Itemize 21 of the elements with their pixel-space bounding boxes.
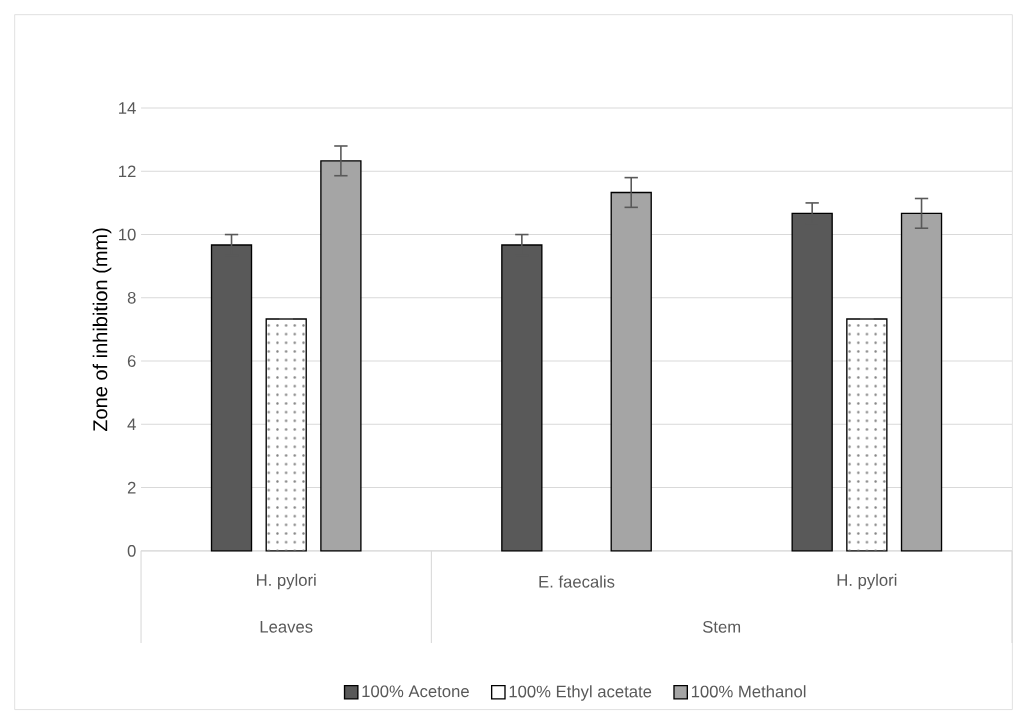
legend-label: 100% Methanol (691, 685, 806, 698)
y-tick-label: 0 (127, 544, 136, 557)
y-axis-title: Zone of inhibition (mm) (92, 228, 112, 431)
bar (791, 212, 833, 552)
y-tick-label: 12 (119, 165, 136, 177)
y-tick-label: 8 (127, 291, 136, 304)
legend-label: 100% Acetone (362, 685, 469, 698)
x-tick-label: E. faecalis (539, 575, 615, 588)
x-tick-label: H. pylori (257, 573, 316, 590)
y-tick-label: 6 (127, 355, 136, 367)
bar (900, 212, 943, 552)
y-tick-label: 14 (119, 102, 136, 114)
bar (610, 191, 652, 552)
x-tick-label: H. pylori (837, 573, 897, 590)
bar (320, 160, 362, 552)
y-tick-label: 4 (127, 418, 136, 430)
text: Stem (702, 620, 741, 633)
legend-label: 100% Ethyl acetate (509, 685, 652, 701)
text: Leaves (260, 620, 313, 633)
y-tick-label: 10 (119, 228, 136, 241)
y-tick-label: 2 (127, 481, 136, 494)
